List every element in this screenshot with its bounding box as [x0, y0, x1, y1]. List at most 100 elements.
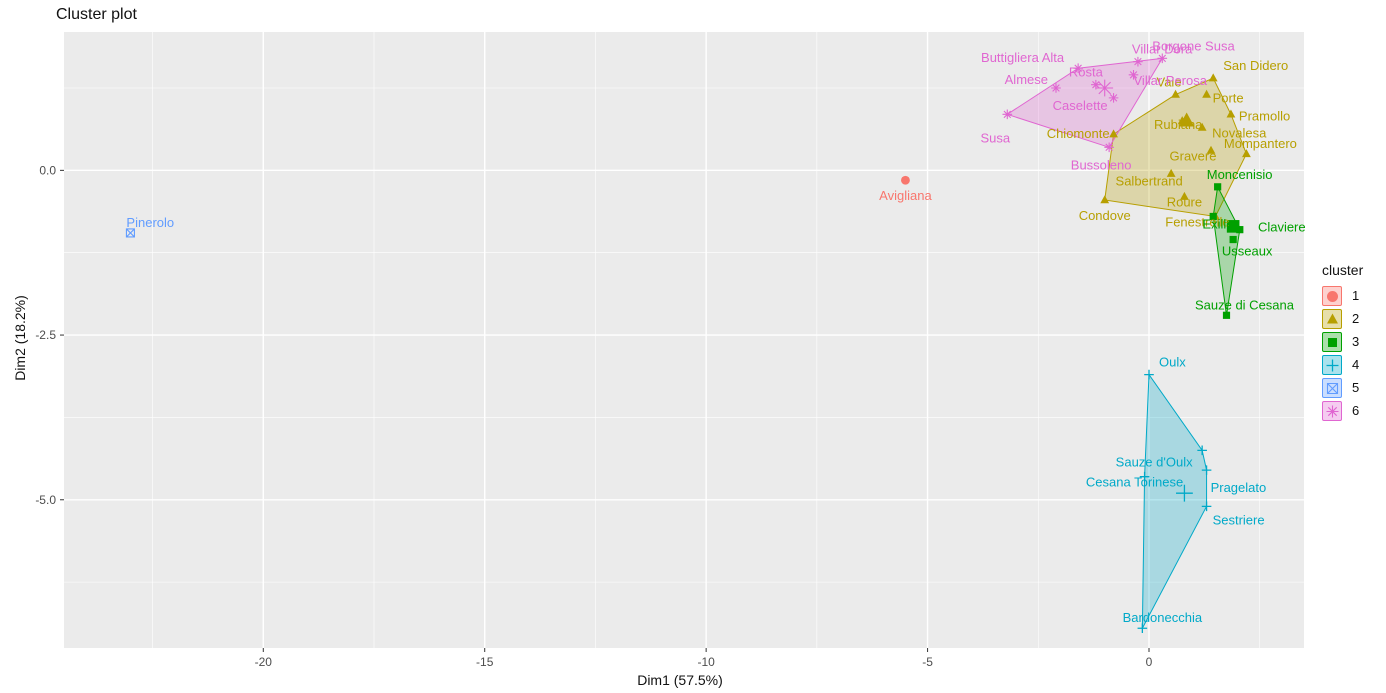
cluster-4-center	[1176, 484, 1193, 502]
point-pragelato	[1201, 465, 1212, 475]
plot-panel	[64, 32, 1304, 648]
point-gravere	[1206, 145, 1216, 154]
point-label: Buttigliera Alta	[981, 50, 1065, 65]
point-label: Caselette	[1053, 98, 1108, 113]
point-label: Usseaux	[1222, 244, 1273, 259]
legend-entries: 1 2 3 4 5 6	[1322, 284, 1363, 422]
point-label: Fenestrelle	[1165, 214, 1229, 229]
cluster-6-center	[1096, 79, 1114, 97]
point-label: San Didero	[1223, 58, 1288, 73]
point-chiomonte	[1109, 129, 1118, 138]
legend-marker	[1326, 359, 1339, 371]
x-tick-label: -5	[922, 655, 933, 669]
point-villar-perosa	[1128, 70, 1139, 80]
point-borgone-susa	[1157, 53, 1168, 64]
point-label: Mompantero	[1224, 136, 1297, 151]
legend-marker	[1328, 337, 1337, 347]
legend-entry: 4	[1322, 353, 1363, 376]
point-bussoleno	[1104, 142, 1114, 153]
legend-label: 6	[1352, 403, 1360, 418]
legend-key	[1322, 377, 1342, 398]
legend-key	[1322, 354, 1342, 375]
point-label: Salbertrand	[1116, 174, 1183, 189]
chart-title: Cluster plot	[56, 6, 137, 23]
point-roure	[1180, 191, 1189, 200]
point-label: Susa	[980, 130, 1010, 145]
cluster-2-center	[1178, 112, 1195, 127]
point-label: Porte	[1213, 91, 1244, 106]
point-label: Rosta	[1069, 65, 1104, 80]
legend-label: 4	[1352, 357, 1360, 372]
point-label: Novalesa	[1212, 126, 1267, 141]
point-label: Pramollo	[1239, 108, 1290, 123]
legend-entry: 3	[1322, 330, 1363, 353]
point-vaie	[1171, 89, 1180, 98]
cluster-3-center	[1226, 220, 1240, 233]
point-label: Gravere	[1170, 149, 1217, 164]
point-label: Pragelato	[1211, 480, 1267, 495]
point-label: Almese	[1005, 72, 1048, 87]
point-label: Villar Dora	[1132, 42, 1193, 57]
point-label: Oulx	[1159, 355, 1186, 370]
cluster-hulls	[1006, 57, 1247, 629]
point-cesana-torinese	[1139, 471, 1150, 482]
point-label: Villar Perosa	[1134, 73, 1208, 88]
legend-entry: 6	[1322, 399, 1363, 422]
point-sestriere	[1201, 501, 1212, 512]
point-sauze-di-cesana	[1222, 311, 1231, 319]
legend-key	[1322, 308, 1342, 329]
legend-entry: 1	[1322, 284, 1363, 307]
x-axis-ticks: -20 -15 -10 -5 0	[255, 648, 1153, 669]
point-label: Exilles	[1202, 216, 1240, 231]
legend-label: 5	[1352, 380, 1360, 395]
point-claviere	[1236, 226, 1244, 234]
point-label: Avigliana	[879, 188, 932, 203]
x-axis-label: Dim1 (57.5%)	[637, 672, 723, 688]
x-tick-label: -20	[255, 655, 273, 669]
cluster-points	[125, 53, 1251, 634]
cluster-2-hull	[1104, 77, 1247, 218]
point-label: Pinerolo	[126, 215, 174, 230]
point-almese	[1051, 83, 1061, 93]
point-label: Chiomonte	[1047, 126, 1110, 141]
point-susa	[1002, 109, 1013, 120]
point-pinerolo	[125, 228, 135, 238]
legend-marker	[1326, 382, 1339, 394]
point-label: Borgone Susa	[1152, 38, 1235, 53]
point-label: Sauze d'Oulx	[1116, 454, 1193, 469]
point-label: Roure	[1167, 195, 1202, 210]
point-porte	[1202, 89, 1211, 98]
point-bardonecchia	[1137, 623, 1148, 634]
point-label: Bardonecchia	[1123, 610, 1203, 625]
legend-label: 1	[1352, 288, 1360, 303]
point-labels: Avigliana San Didero Vaie Porte Pramollo Rubi…	[126, 38, 1305, 625]
point-label: Bussoleno	[1071, 157, 1132, 172]
y-axis-label: Dim2 (18.2%)	[12, 295, 28, 381]
x-tick-label: -10	[697, 655, 715, 669]
point-san-didero	[1208, 73, 1218, 82]
y-tick-label: -2.5	[35, 328, 56, 342]
point-caselette	[1108, 93, 1119, 103]
legend-marker	[1327, 290, 1338, 302]
point-exilles	[1209, 212, 1217, 221]
point-rosta	[1091, 79, 1101, 90]
grid-lines	[64, 32, 1304, 648]
point-label: Rubiana	[1154, 117, 1203, 132]
legend: cluster 1 2 3 4 5 6	[1322, 262, 1363, 422]
point-salbertrand	[1166, 168, 1176, 177]
legend-title: cluster	[1322, 262, 1364, 278]
point-villar-dora	[1133, 56, 1143, 67]
point-condove	[1100, 195, 1110, 204]
point-avigliana	[901, 175, 910, 185]
point-label: Condove	[1079, 208, 1131, 223]
point-novalesa	[1197, 122, 1207, 131]
legend-label: 3	[1352, 334, 1360, 349]
point-buttigliera-alta	[1073, 63, 1083, 74]
point-label: Sauze di Cesana	[1195, 297, 1295, 312]
x-tick-label: -15	[476, 655, 494, 669]
y-tick-label: 0.0	[39, 163, 56, 177]
legend-entry: 2	[1322, 307, 1363, 330]
point-label: Claviere	[1258, 220, 1306, 235]
legend-marker	[1326, 405, 1339, 417]
